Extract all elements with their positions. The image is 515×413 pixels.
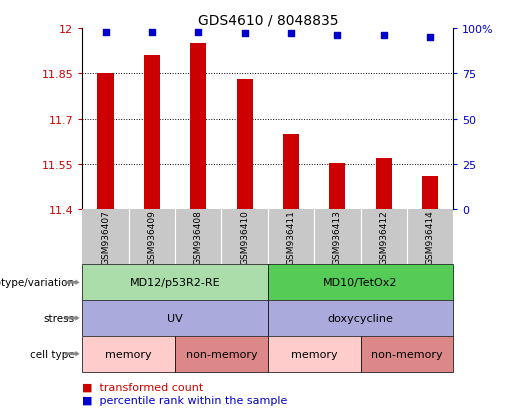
Bar (268, 265, 453, 300)
Bar (268, 336, 360, 372)
Text: GSM936413: GSM936413 (333, 210, 342, 265)
Point (380, 33, 388, 40)
Text: ■  percentile rank within the sample: ■ percentile rank within the sample (82, 395, 288, 405)
Point (194, 29, 202, 36)
Text: doxycycline: doxycycline (328, 313, 393, 323)
Point (333, 33, 341, 40)
Point (148, 29, 156, 36)
Text: GSM936408: GSM936408 (194, 210, 203, 265)
Text: genotype/variation: genotype/variation (0, 278, 75, 287)
Title: GDS4610 / 8048835: GDS4610 / 8048835 (198, 14, 338, 28)
Text: GSM936414: GSM936414 (425, 210, 435, 265)
Text: cell type: cell type (30, 349, 75, 359)
Text: memory: memory (291, 349, 337, 359)
Text: GSM936407: GSM936407 (101, 210, 110, 265)
Text: stress: stress (44, 313, 75, 323)
Point (426, 35, 434, 41)
Bar (82, 336, 175, 372)
Text: GSM936411: GSM936411 (286, 210, 296, 265)
Text: non-memory: non-memory (371, 349, 443, 359)
Point (241, 31, 249, 38)
Text: UV: UV (167, 313, 183, 323)
Text: MD10/TetOx2: MD10/TetOx2 (323, 278, 398, 287)
Bar (190, 44, 207, 210)
Bar (375, 159, 392, 210)
Point (101, 29, 110, 36)
Bar (144, 56, 160, 210)
Text: non-memory: non-memory (185, 349, 258, 359)
Text: GSM936412: GSM936412 (379, 210, 388, 265)
Bar (283, 135, 299, 210)
Bar (329, 163, 346, 210)
Text: MD12/p53R2-RE: MD12/p53R2-RE (130, 278, 220, 287)
Text: GSM936410: GSM936410 (240, 210, 249, 265)
Text: ■  transformed count: ■ transformed count (82, 382, 203, 392)
Point (287, 31, 295, 38)
Bar (82, 300, 268, 336)
Bar (82, 265, 268, 300)
Text: GSM936409: GSM936409 (147, 210, 157, 265)
Bar (268, 300, 453, 336)
Bar (236, 80, 253, 210)
Text: memory: memory (106, 349, 152, 359)
Bar (175, 336, 268, 372)
Bar (360, 336, 453, 372)
Bar (97, 74, 114, 210)
Bar (422, 177, 438, 210)
